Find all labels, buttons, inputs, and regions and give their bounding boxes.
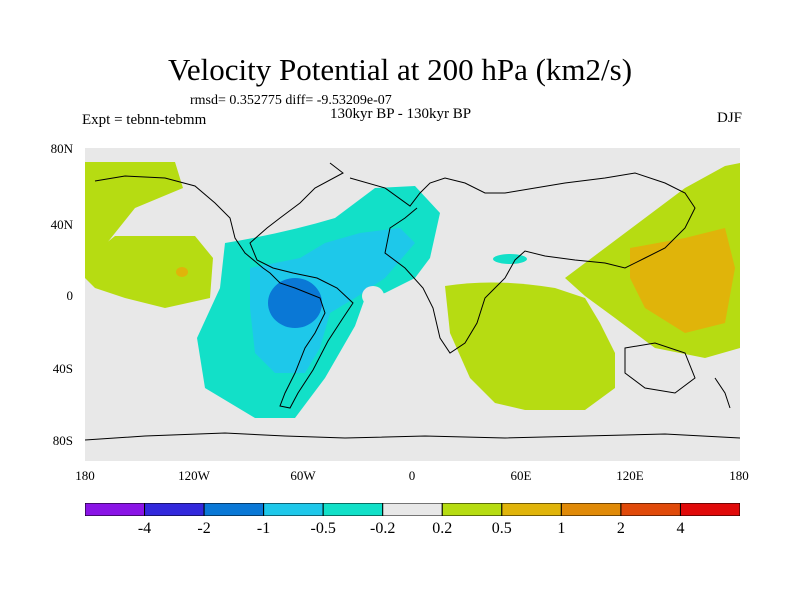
colorbar-label: -4 xyxy=(137,520,152,537)
negative-region-atlantic-america xyxy=(197,186,527,418)
plot-title: Velocity Potential at 200 hPa (km2/s) xyxy=(167,52,633,87)
colorbar-box xyxy=(322,503,384,516)
lon-label-180w: 180 xyxy=(75,468,95,483)
colorbar-box xyxy=(382,503,443,516)
colorbar-box xyxy=(620,503,681,516)
positive-region-east-asia xyxy=(565,163,740,358)
colorbar-label: -0.2 xyxy=(370,520,396,537)
colorbar-label: -0.5 xyxy=(310,520,336,537)
colorbar-label: 2 xyxy=(616,520,625,537)
dates-line: 130kyr BP - 130kyr BP xyxy=(330,106,472,122)
experiment-label: Expt = tebnn-tebmm xyxy=(82,112,207,128)
lon-label-60w: 60W xyxy=(290,468,316,483)
colorbar-label: -1 xyxy=(256,520,271,537)
colorbar-box xyxy=(85,503,146,516)
colorbar-box xyxy=(263,503,324,516)
positive-region-africa xyxy=(445,282,615,410)
lon-label-120e: 120E xyxy=(616,468,644,483)
colorbar-box xyxy=(560,503,622,516)
colorbar-label: 1 xyxy=(557,520,566,537)
colorbar-box xyxy=(441,503,503,516)
lon-label-180e: 180 xyxy=(729,468,749,483)
colorbar-box xyxy=(144,503,205,516)
lon-label-120w: 120W xyxy=(178,468,210,483)
colorbar-box xyxy=(679,503,740,516)
velocity-potential-map xyxy=(85,148,740,461)
colorbar xyxy=(85,503,740,516)
colorbar-box xyxy=(203,503,265,516)
coastlines xyxy=(85,162,740,441)
colorbar-box xyxy=(501,503,562,516)
positive-region-west-pacific xyxy=(85,162,213,308)
lat-label-equator: 0 xyxy=(66,288,74,303)
lat-label-40n: 40N xyxy=(50,217,73,232)
lat-label-40s: 40S xyxy=(52,361,73,376)
lon-label-0: 0 xyxy=(408,468,416,483)
season-label: DJF xyxy=(716,110,742,126)
lat-label-80s: 80S xyxy=(52,433,73,448)
stats-line: rmsd= 0.352775 diff= -9.53209e-07 xyxy=(190,93,392,108)
colorbar-label: 4 xyxy=(676,520,685,537)
colorbar-label: 0.2 xyxy=(432,520,453,537)
colorbar-label: -2 xyxy=(197,520,211,537)
lon-label-60e: 60E xyxy=(510,468,532,483)
colorbar-label: 0.5 xyxy=(491,520,512,537)
lat-label-80n: 80N xyxy=(50,141,73,156)
